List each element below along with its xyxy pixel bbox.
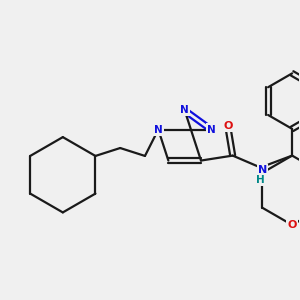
Text: O: O: [223, 121, 232, 131]
Text: N: N: [154, 124, 163, 134]
Text: N: N: [207, 124, 215, 134]
Text: N: N: [180, 105, 189, 116]
Text: N: N: [258, 166, 267, 176]
Text: O: O: [287, 220, 297, 230]
Text: H: H: [256, 176, 265, 185]
